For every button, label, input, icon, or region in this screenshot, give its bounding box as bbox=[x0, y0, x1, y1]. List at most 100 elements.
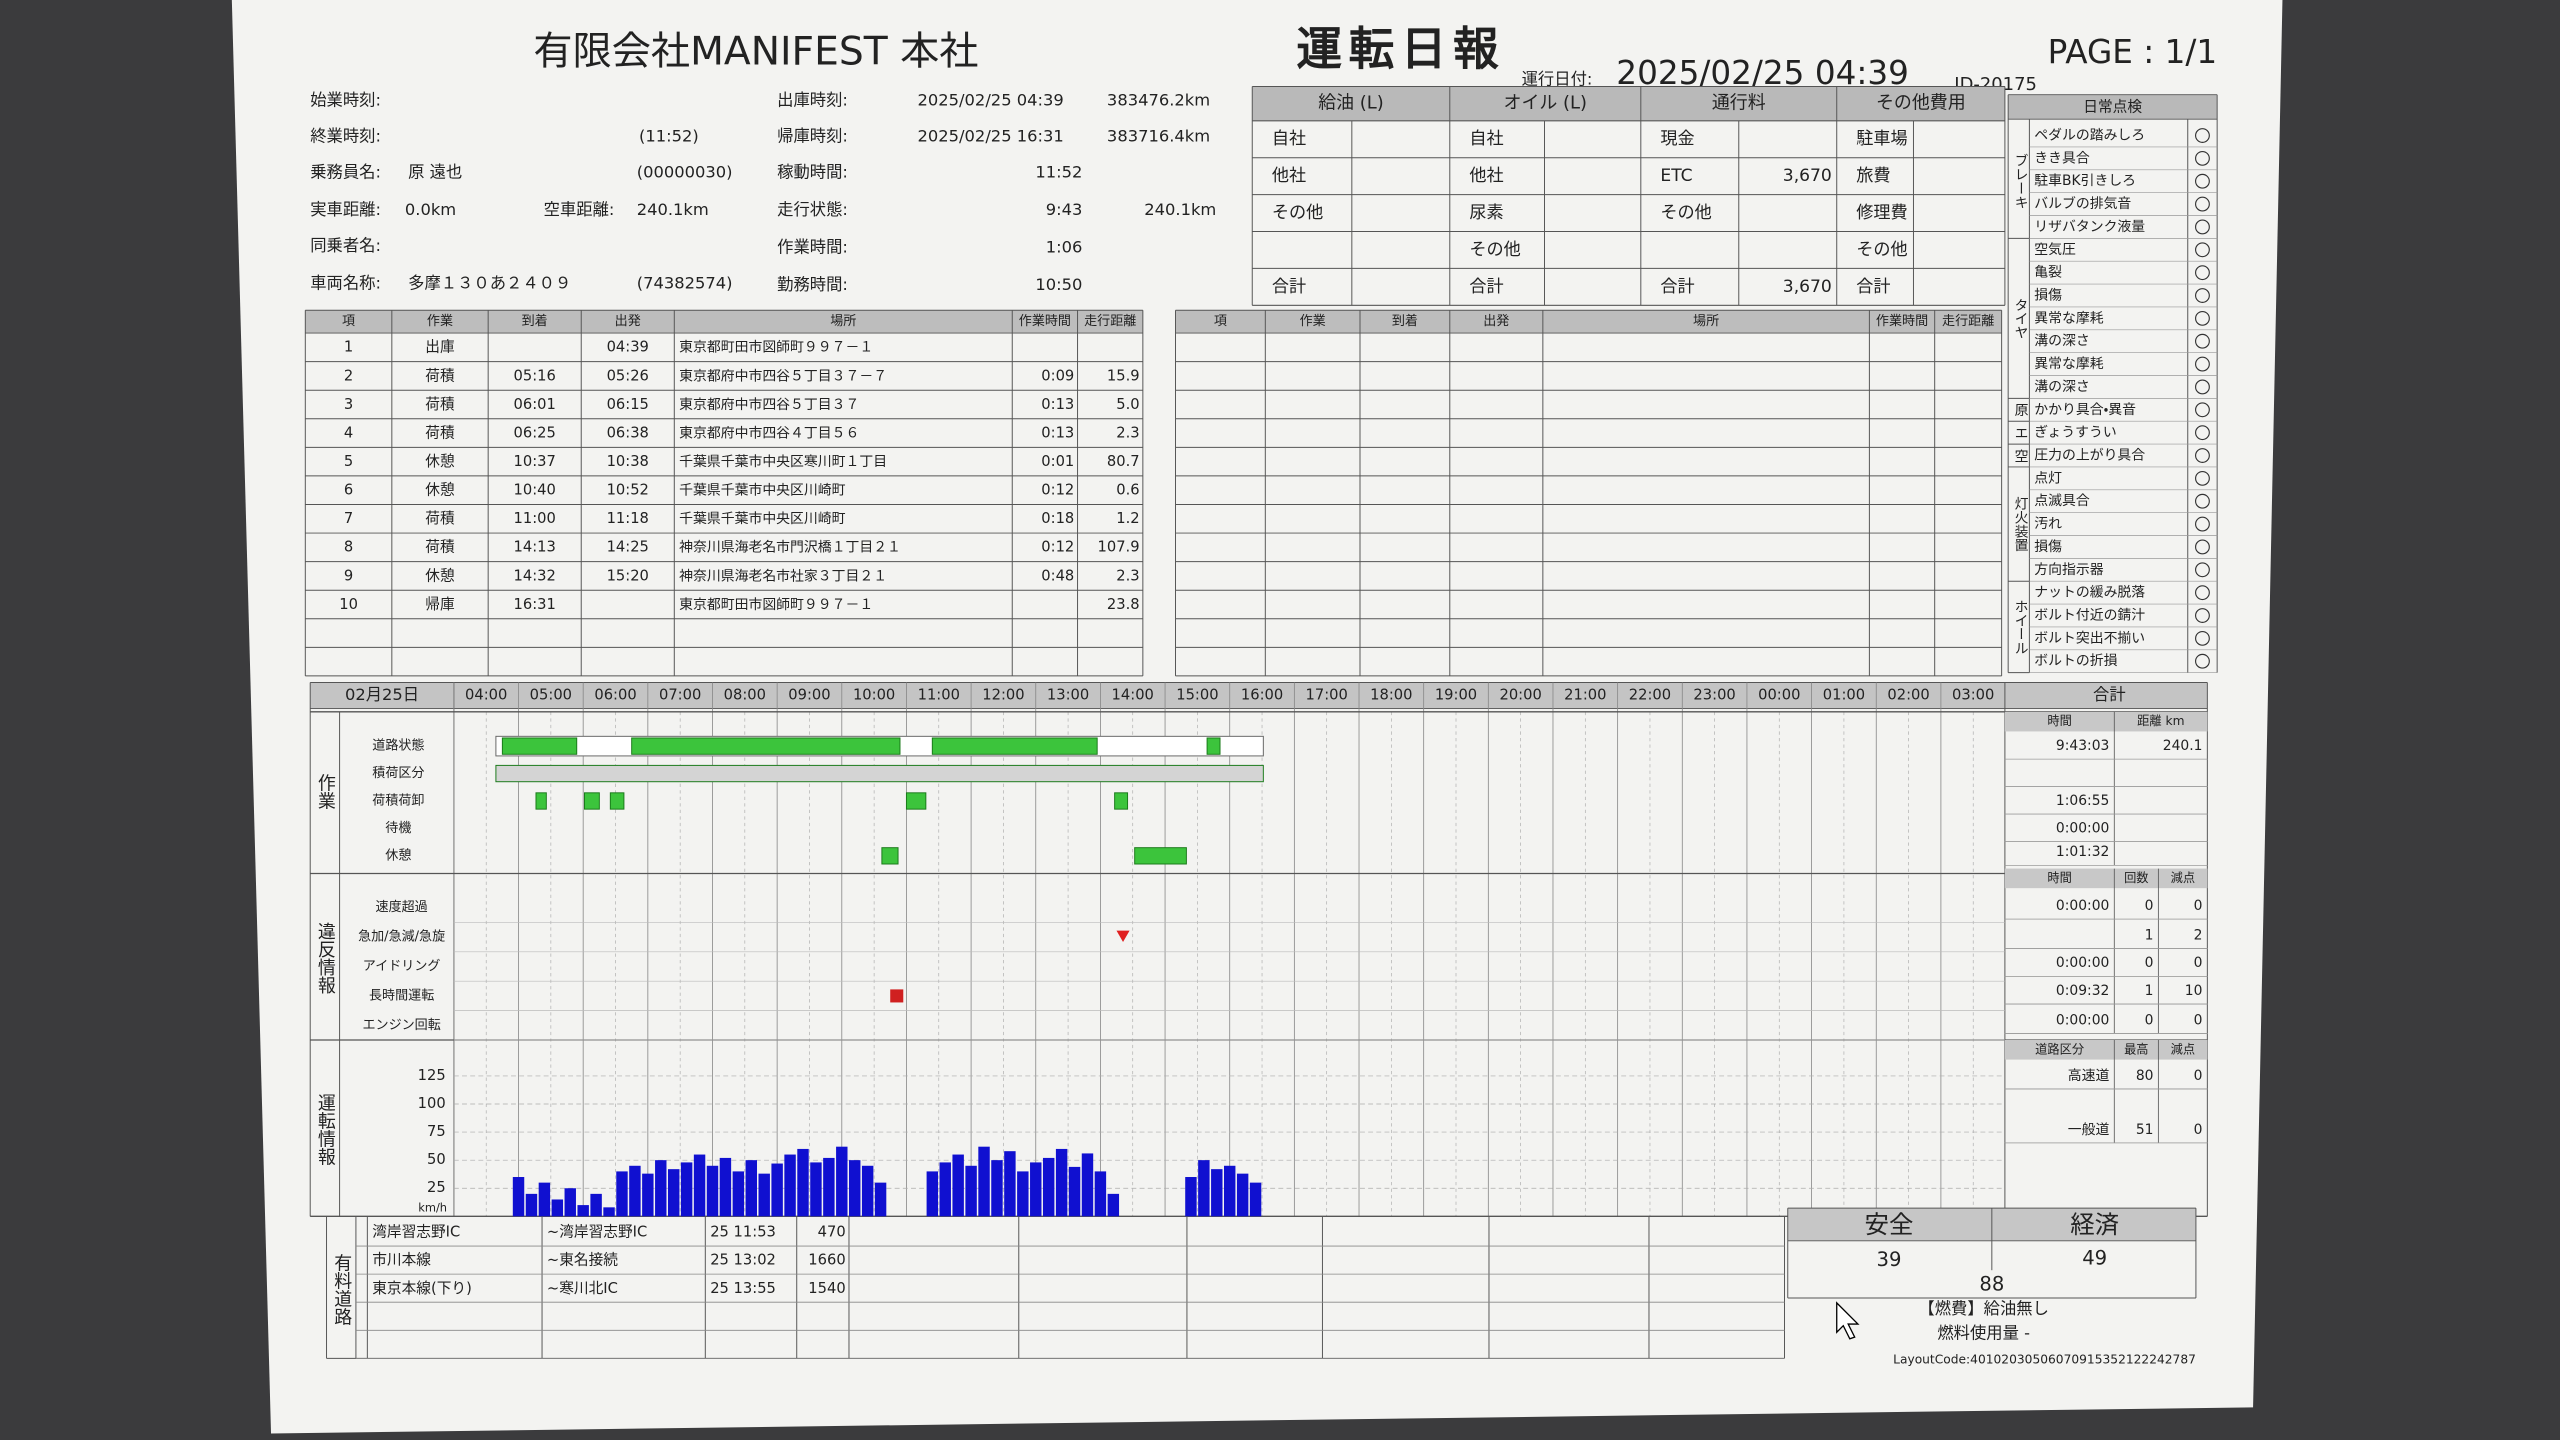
field-label: 実車距離: bbox=[310, 200, 381, 219]
summary-header: 距離 km bbox=[2137, 714, 2184, 728]
speed-bar bbox=[823, 1157, 835, 1217]
time-segment bbox=[495, 764, 1264, 783]
speed-bar bbox=[655, 1160, 667, 1217]
hour-label: 05:00 bbox=[530, 687, 572, 704]
check-group: 灯火装置 bbox=[2012, 496, 2029, 552]
speed-bar bbox=[1249, 1182, 1262, 1217]
check-circle bbox=[2195, 196, 2210, 212]
table-cell: 帰庫 bbox=[425, 595, 455, 613]
check-circle bbox=[2195, 379, 2210, 395]
speed-tick-label: 50 bbox=[427, 1151, 446, 1168]
table-cell: 7 bbox=[344, 510, 353, 527]
summary-header-bg bbox=[2004, 711, 2208, 732]
speed-bar bbox=[512, 1177, 525, 1217]
summary-cell: 1 bbox=[2145, 928, 2154, 944]
toll-cell: ~寒川北IC bbox=[547, 1280, 618, 1297]
cost-label: 自社 bbox=[1272, 129, 1306, 149]
field-label: 乗務員名: bbox=[310, 163, 381, 182]
time-segment bbox=[501, 737, 578, 755]
table-header: 出発 bbox=[615, 314, 641, 329]
toll-cell: 470 bbox=[818, 1224, 846, 1241]
hour-label: 17:00 bbox=[1306, 687, 1348, 704]
table-cell: 0:09 bbox=[1041, 367, 1074, 384]
summary-cell: 0 bbox=[2145, 1012, 2154, 1028]
check-circle bbox=[2195, 150, 2210, 166]
check-circle bbox=[2195, 288, 2210, 303]
table-cell: 出庫 bbox=[425, 339, 455, 356]
paper bbox=[231, 0, 2283, 1434]
speed-bar bbox=[1198, 1160, 1210, 1217]
cost-label: 合計 bbox=[1272, 277, 1306, 297]
check-circle bbox=[2195, 173, 2210, 189]
summary-cell: 0:00:00 bbox=[2056, 820, 2109, 836]
check-group: 原 bbox=[2012, 403, 2029, 417]
table-cell: 80.7 bbox=[1107, 453, 1140, 470]
table-cell: 0:48 bbox=[1041, 567, 1074, 584]
run-date-label: 運行日付: bbox=[1522, 70, 1593, 89]
table-cell: 107.9 bbox=[1098, 539, 1140, 556]
field-extra: 383716.4km bbox=[1107, 127, 1210, 146]
cost-header-bg bbox=[1252, 86, 2005, 121]
summary-header-bg bbox=[2004, 868, 2208, 889]
table-cell: 4 bbox=[344, 424, 353, 441]
place: 千葉県千葉市中央区寒川町１丁目 bbox=[679, 454, 887, 470]
field-label: 走行状態: bbox=[777, 200, 848, 219]
hour-label: 13:00 bbox=[1047, 687, 1089, 704]
time-segment bbox=[1114, 792, 1129, 810]
check-group: ブレーキ bbox=[2012, 153, 2028, 208]
check-circle bbox=[2195, 493, 2210, 509]
speed-bar bbox=[642, 1173, 654, 1217]
cost-label: その他 bbox=[1660, 203, 1711, 223]
cost-label: 尿素 bbox=[1469, 203, 1503, 223]
cost-label: 他社 bbox=[1469, 166, 1503, 186]
score-value: 39 bbox=[1877, 1248, 1902, 1271]
table-cell: 05:26 bbox=[607, 367, 649, 384]
table-cell: 荷積 bbox=[425, 424, 455, 441]
cost-header: その他費用 bbox=[1876, 93, 1966, 114]
time-segment bbox=[583, 792, 600, 810]
table-cell: 0:01 bbox=[1041, 453, 1074, 470]
field-label: 帰庫時刻: bbox=[777, 127, 848, 146]
speed-bar bbox=[939, 1162, 951, 1217]
toll-cell: 東京本線(下り) bbox=[372, 1280, 472, 1297]
toll-cell: 湾岸習志野IC bbox=[372, 1224, 460, 1241]
check-circle bbox=[2195, 608, 2210, 623]
place: 千葉県千葉市中央区川崎町 bbox=[679, 511, 845, 527]
check-circle bbox=[2195, 653, 2210, 669]
hour-label: 00:00 bbox=[1758, 687, 1800, 704]
speed-bar bbox=[1094, 1171, 1107, 1217]
speed-bar bbox=[952, 1154, 964, 1217]
table-cell: 5.0 bbox=[1116, 396, 1139, 413]
speed-bar bbox=[1004, 1151, 1016, 1217]
summary-cell: 1 bbox=[2145, 983, 2154, 999]
check-circle bbox=[2195, 356, 2210, 372]
check-item: 異常な摩耗 bbox=[2034, 310, 2103, 326]
check-item: 駐車BK引きしろ bbox=[2034, 172, 2136, 189]
check-item: ボルトの折損 bbox=[2034, 653, 2117, 669]
summary-header-bg bbox=[2004, 1040, 2208, 1060]
speed-bar bbox=[590, 1193, 602, 1217]
field-label: 始業時刻: bbox=[310, 91, 381, 110]
table-cell: 5 bbox=[344, 453, 353, 470]
cost-label: 修理費 bbox=[1856, 203, 1907, 223]
score-label: 経済 bbox=[2070, 1210, 2119, 1239]
place: 千葉県千葉市中央区川崎町 bbox=[679, 483, 845, 499]
speed-bar bbox=[1017, 1171, 1029, 1217]
field-value: 240.1km bbox=[637, 200, 709, 219]
hour-label: 09:00 bbox=[788, 687, 830, 704]
check-group: 空 bbox=[2012, 449, 2029, 463]
time-segment bbox=[535, 792, 547, 810]
table-header: 項 bbox=[342, 314, 355, 329]
summary-cell: 0 bbox=[2194, 1012, 2203, 1028]
toll-cell: 市川本線 bbox=[372, 1252, 431, 1269]
cost-label: その他 bbox=[1856, 240, 1907, 260]
cost-label: 自社 bbox=[1469, 129, 1503, 149]
speed-bar bbox=[706, 1165, 719, 1217]
speed-bar bbox=[861, 1165, 874, 1217]
row-label: 急加/急減/急旋 bbox=[358, 929, 445, 945]
table-cell: 8 bbox=[344, 539, 353, 556]
field-label: 空車距離: bbox=[544, 200, 615, 219]
field-value: 2025/02/25 04:39 bbox=[918, 91, 1064, 110]
speed-bar bbox=[1068, 1166, 1081, 1217]
time-segment bbox=[1206, 737, 1221, 755]
